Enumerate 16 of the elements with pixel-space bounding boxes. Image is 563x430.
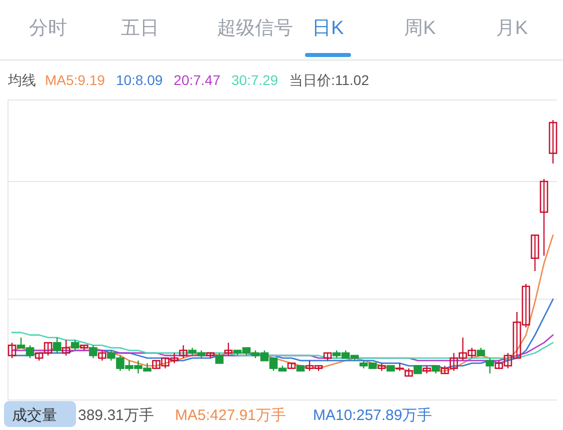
text: 周K: [404, 18, 436, 39]
text: 成交量: [12, 407, 57, 424]
text: 30:7.29: [231, 72, 278, 88]
text: 20:7.47: [174, 72, 221, 88]
text: 月K: [496, 18, 528, 39]
legend-title: 均线: [7, 72, 36, 88]
text: 超级信号: [217, 18, 293, 39]
text: 五日: [121, 18, 159, 39]
text: 10:8.09: [116, 72, 163, 88]
text: 当日价:11.02: [289, 72, 370, 88]
text: 分时: [29, 18, 67, 39]
text: 日K: [312, 18, 344, 39]
text: MA5:427.91万手: [175, 407, 286, 424]
text: 389.31万手: [78, 407, 154, 424]
text: MA10:257.89万手: [313, 407, 432, 424]
text: MA5:9.19: [45, 72, 106, 88]
